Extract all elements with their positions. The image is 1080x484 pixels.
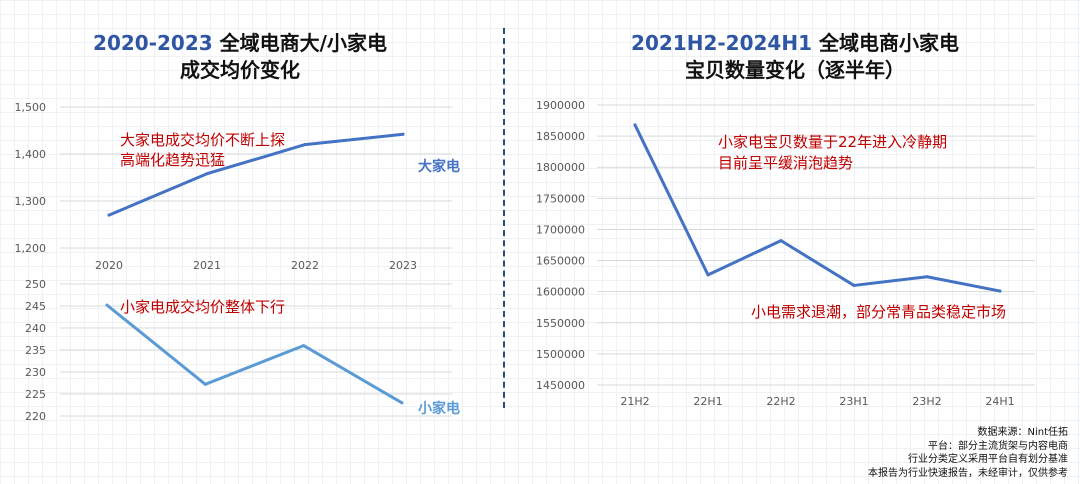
big-series-label: 大家电 <box>418 158 460 175</box>
big-data-point <box>107 213 111 217</box>
small-y-tick-label: 235 <box>25 344 46 357</box>
small-y-tick-label: 225 <box>25 388 46 401</box>
count-data-point <box>779 239 783 243</box>
left-title-year-range: 2020-2023 <box>93 31 213 55</box>
right-title-line2: 宝贝数量变化（逐半年） <box>685 58 905 82</box>
big-x-tick-label: 2021 <box>193 259 221 272</box>
left-title-line2: 成交均价变化 <box>180 58 300 82</box>
big-y-tick-label: 1,400 <box>15 148 47 161</box>
count-data-point <box>998 289 1002 293</box>
count-x-tick-label: 24H1 <box>985 395 1014 408</box>
count-y-tick-label: 1550000 <box>536 317 585 330</box>
big-x-tick-label: 2022 <box>291 259 319 272</box>
small-data-point <box>203 382 207 386</box>
small-y-tick-label: 245 <box>25 300 46 313</box>
count-data-point <box>633 123 637 127</box>
big-x-tick-label: 2020 <box>95 259 123 272</box>
count-y-tick-label: 1900000 <box>536 99 585 112</box>
count-annotation-top: 小家电宝贝数量于22年进入冷静期 <box>718 133 947 151</box>
small-series-line <box>105 303 404 405</box>
footer-notes: 数据来源：Nint任拓 平台：部分主流货架与内容电商 行业分类定义采用平台自有划… <box>868 426 1068 480</box>
count-y-tick-label: 1700000 <box>536 223 585 236</box>
footer-platform: 平台：部分主流货架与内容电商 <box>928 440 1068 452</box>
footer-disclaimer: 本报告为行业快速报告，未经审计，仅供参考 <box>868 467 1068 479</box>
count-x-tick-label: 23H2 <box>912 395 941 408</box>
big-series-line <box>107 132 405 217</box>
count-x-tick-label: 23H1 <box>839 395 868 408</box>
big-annotation: 大家电成交均价不断上探 <box>120 131 285 149</box>
count-y-tick-label: 1850000 <box>536 130 585 143</box>
small-series-label: 小家电 <box>418 400 460 417</box>
small-annotation: 小家电成交均价整体下行 <box>120 298 285 316</box>
big-y-tick-label: 1,200 <box>15 242 47 255</box>
big-y-tick-label: 1,300 <box>15 195 47 208</box>
count-data-point <box>852 283 856 287</box>
small-data-point <box>105 303 109 307</box>
count-annotation-top: 目前呈平缓消泡趋势 <box>718 154 853 172</box>
small-data-point <box>400 401 404 405</box>
big-data-point <box>401 132 405 136</box>
big-x-tick-label: 2023 <box>389 259 417 272</box>
big-data-point <box>303 143 307 147</box>
big-y-tick-label: 1,500 <box>15 101 47 114</box>
small-y-tick-label: 240 <box>25 322 46 335</box>
small-data-point <box>302 344 306 348</box>
big-annotation: 高端化趋势迅猛 <box>120 151 225 169</box>
count-y-tick-label: 1650000 <box>536 255 585 268</box>
small-appliance-price-chart: 220 225 230 235 240 245 250 小家电 小家电成交均价整体下行 <box>25 278 460 423</box>
count-y-tick-label: 1600000 <box>536 286 585 299</box>
small-appliance-item-count-chart: 1450000 1500000 1550000 1600000 1650000 17000… <box>536 99 1035 408</box>
count-data-point <box>925 275 929 279</box>
count-x-tick-label: 22H1 <box>693 395 722 408</box>
count-x-tick-label: 21H2 <box>620 395 649 408</box>
left-chart-title: 2020-2023 全域电商大/小家电 成交均价变化 <box>40 30 440 84</box>
big-appliance-price-chart: 1,200 1,300 1,400 1,500 2020 2021 2022 2023 大家电 大… <box>15 101 461 272</box>
count-annotation-bottom: 小电需求退潮，部分常青品类稳定市场 <box>751 303 1006 321</box>
big-data-point <box>205 172 209 176</box>
left-title-text: 全域电商大/小家电 <box>212 31 387 55</box>
right-title-period: 2021H2-2024H1 <box>631 31 812 55</box>
count-y-tick-label: 1750000 <box>536 192 585 205</box>
small-y-tick-label: 230 <box>25 366 46 379</box>
small-y-tick-label: 220 <box>25 410 46 423</box>
right-chart-title: 2021H2-2024H1 全域电商小家电 宝贝数量变化（逐半年） <box>580 30 1010 84</box>
count-series-line <box>633 123 1002 293</box>
count-y-tick-label: 1500000 <box>536 348 585 361</box>
count-data-point <box>706 273 710 277</box>
small-y-tick-label: 250 <box>25 278 46 291</box>
count-y-tick-label: 1450000 <box>536 379 585 392</box>
dashed-divider <box>503 28 505 408</box>
footer-classification: 行业分类定义采用平台自有划分基准 <box>908 454 1068 465</box>
footer-source: 数据来源：Nint任拓 <box>977 427 1068 438</box>
count-y-tick-label: 1800000 <box>536 161 585 174</box>
count-x-tick-label: 22H2 <box>766 395 795 408</box>
right-title-text: 全域电商小家电 <box>811 31 959 55</box>
